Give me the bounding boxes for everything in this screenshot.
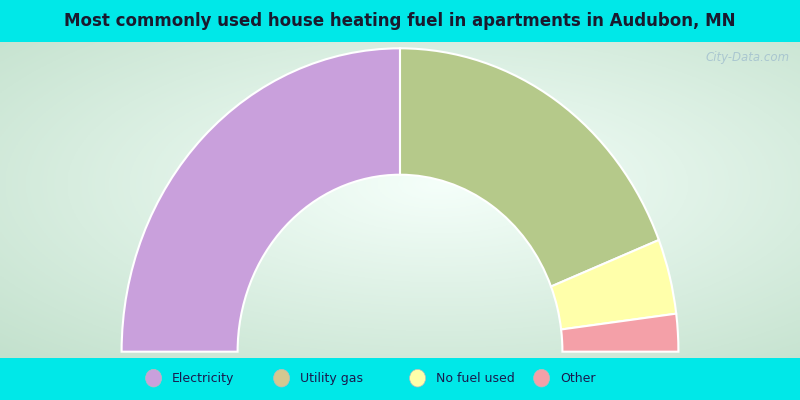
Text: No fuel used: No fuel used <box>436 372 514 385</box>
Wedge shape <box>400 48 659 286</box>
Wedge shape <box>551 240 676 330</box>
Text: Electricity: Electricity <box>172 372 234 385</box>
Text: City-Data.com: City-Data.com <box>706 51 790 64</box>
Wedge shape <box>122 48 400 352</box>
Ellipse shape <box>410 369 426 387</box>
Ellipse shape <box>146 369 162 387</box>
Ellipse shape <box>274 369 290 387</box>
Ellipse shape <box>534 369 550 387</box>
Wedge shape <box>561 314 678 352</box>
Text: Utility gas: Utility gas <box>300 372 363 385</box>
Text: Other: Other <box>560 372 595 385</box>
Text: Most commonly used house heating fuel in apartments in Audubon, MN: Most commonly used house heating fuel in… <box>64 12 736 30</box>
